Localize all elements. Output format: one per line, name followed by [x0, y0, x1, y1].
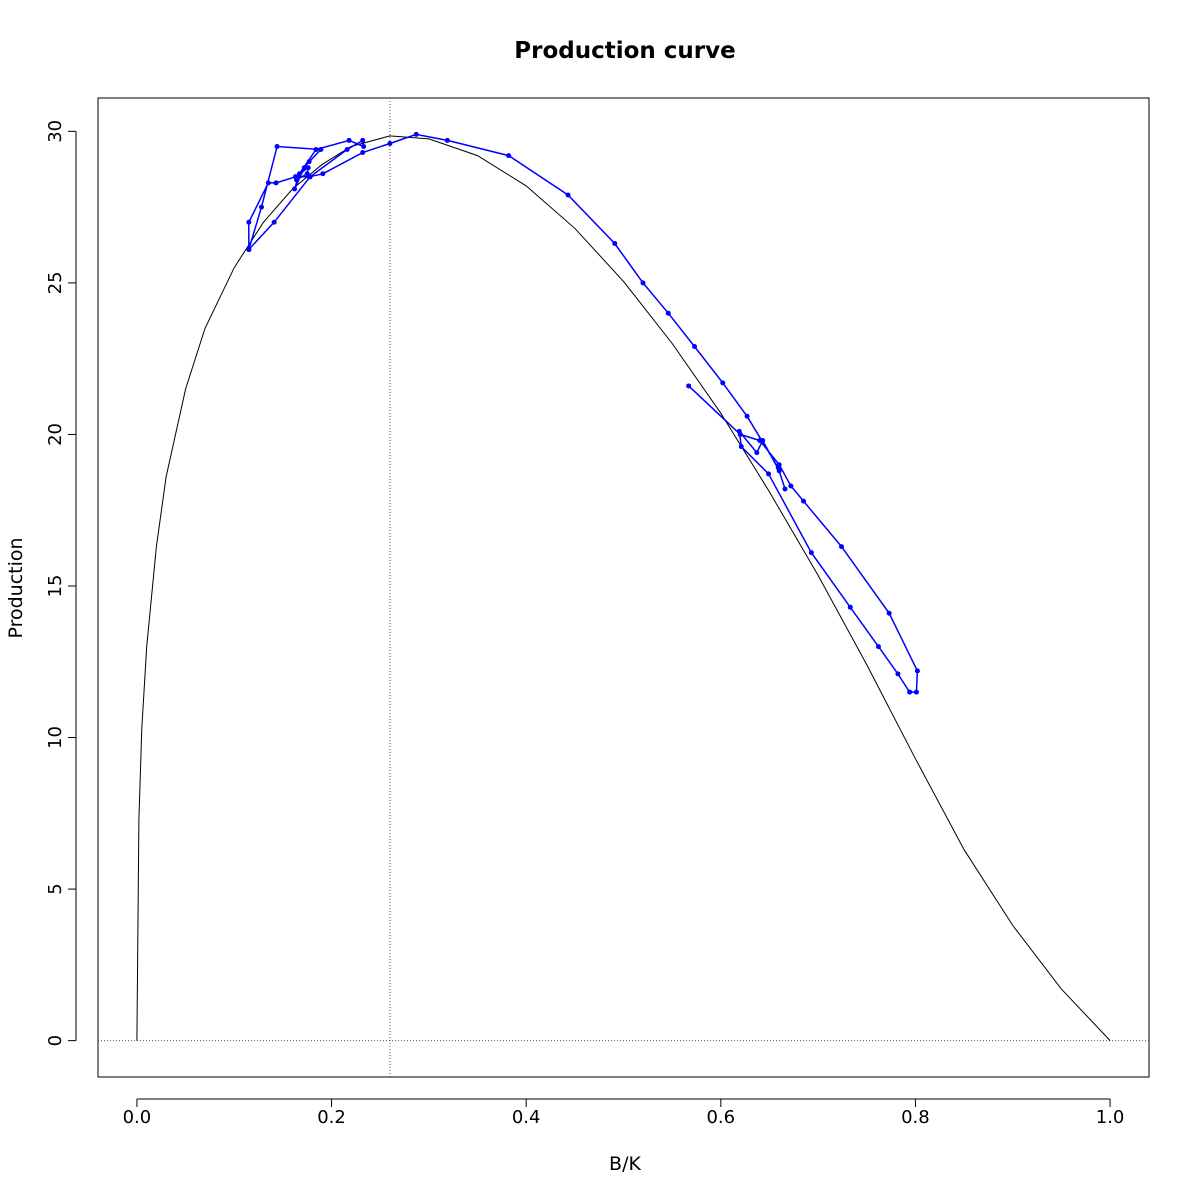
observed-point	[301, 165, 307, 171]
observed-point	[506, 153, 512, 159]
observed-point	[847, 604, 853, 610]
observed-point	[612, 240, 618, 246]
x-tick-label: 0.8	[901, 1107, 930, 1128]
observed-point	[686, 383, 692, 389]
observed-point	[913, 689, 919, 695]
y-tick-label: 10	[45, 726, 66, 749]
observed-point	[914, 668, 920, 674]
x-axis: 0.0 0.2 0.4 0.6 0.8 1.0	[123, 1098, 1125, 1128]
y-tick-label: 5	[45, 883, 66, 894]
observed-point	[760, 437, 766, 443]
reference-lines	[98, 98, 1149, 1077]
production-curve-line	[136, 135, 1111, 1041]
observed-point	[720, 380, 726, 386]
observed-point	[640, 280, 646, 286]
observed-point	[296, 171, 302, 177]
plot-frame	[97, 97, 1150, 1078]
observed-point	[258, 204, 264, 210]
observed-point	[265, 180, 271, 186]
observed-point	[665, 310, 671, 316]
chart-title: Production curve	[514, 38, 735, 64]
observed-point	[320, 171, 326, 177]
observed-point	[273, 180, 279, 186]
y-tick-label: 0	[45, 1035, 66, 1046]
observed-point	[565, 192, 571, 198]
observed-point	[387, 140, 393, 146]
observed-point	[736, 428, 742, 434]
observed-point	[271, 219, 277, 225]
observed-point	[782, 486, 788, 492]
x-tick-label: 0.2	[317, 1107, 346, 1128]
observed-point	[360, 137, 366, 143]
observed-point	[754, 450, 760, 456]
observed-point	[738, 444, 744, 450]
y-tick-label: 15	[45, 575, 66, 598]
observed-point	[895, 671, 901, 677]
observed-point	[808, 550, 814, 556]
observed-point	[413, 131, 419, 137]
x-tick-label: 0.4	[512, 1107, 541, 1128]
observed-point	[246, 219, 252, 225]
observed-series-layer	[246, 131, 920, 695]
observed-point	[318, 147, 324, 153]
observed-point	[361, 143, 367, 149]
observed-point	[765, 471, 771, 477]
observed-point	[907, 689, 913, 695]
observed-point	[246, 247, 252, 253]
observed-point	[313, 147, 319, 153]
x-tick-label: 1.0	[1096, 1107, 1125, 1128]
observed-point	[307, 174, 313, 180]
x-axis-label: B/K	[609, 1153, 641, 1175]
observed-point	[306, 159, 312, 165]
observed-point	[344, 147, 350, 153]
observed-point	[444, 137, 450, 143]
y-axis: 0 5 10 15 20 25 30	[45, 120, 77, 1046]
y-tick-label: 20	[45, 423, 66, 446]
y-axis-label: Production	[5, 537, 27, 638]
observed-point	[692, 344, 698, 350]
observed-point	[305, 165, 311, 171]
x-tick-label: 0.6	[706, 1107, 735, 1128]
observed-point	[744, 413, 750, 419]
observed-point	[875, 644, 881, 650]
observed-point	[838, 544, 844, 550]
y-tick-label: 30	[45, 120, 66, 143]
observed-point	[788, 483, 794, 489]
observed-point	[360, 150, 366, 156]
observed-point	[274, 143, 280, 149]
observed-point	[293, 174, 299, 180]
production-curve-layer	[136, 135, 1111, 1041]
y-tick-label: 25	[45, 271, 66, 294]
observed-point	[346, 137, 352, 143]
observed-series-line	[248, 133, 919, 693]
observed-point	[292, 186, 298, 192]
x-tick-label: 0.0	[123, 1107, 152, 1128]
observed-point	[775, 465, 781, 471]
observed-point	[801, 498, 807, 504]
observed-point	[886, 610, 892, 616]
